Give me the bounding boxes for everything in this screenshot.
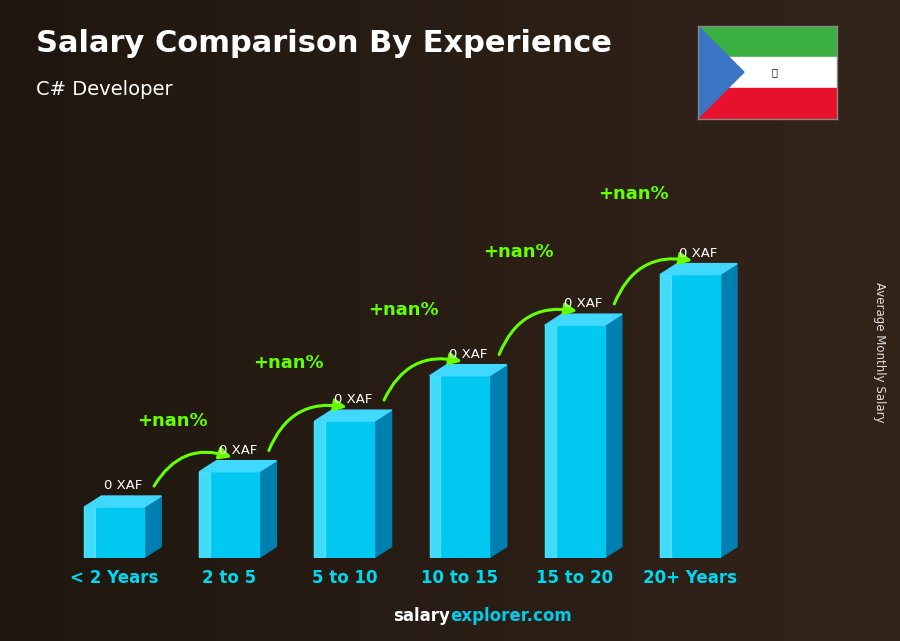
Text: +nan%: +nan% — [598, 185, 669, 203]
Polygon shape — [199, 472, 210, 558]
Polygon shape — [429, 376, 490, 558]
Bar — [698, 26, 837, 56]
Polygon shape — [544, 325, 555, 558]
Polygon shape — [85, 507, 94, 558]
Polygon shape — [660, 275, 720, 558]
Polygon shape — [314, 410, 392, 421]
Polygon shape — [199, 461, 276, 472]
Polygon shape — [259, 461, 276, 558]
Text: 0 XAF: 0 XAF — [449, 347, 488, 361]
Text: +nan%: +nan% — [368, 301, 438, 319]
Bar — [698, 88, 837, 119]
Text: salary: salary — [393, 607, 450, 625]
Polygon shape — [720, 263, 737, 558]
Polygon shape — [490, 365, 507, 558]
Bar — [698, 56, 837, 88]
Text: 0 XAF: 0 XAF — [680, 247, 717, 260]
Polygon shape — [544, 325, 605, 558]
Polygon shape — [85, 496, 161, 507]
Polygon shape — [374, 410, 392, 558]
Text: +nan%: +nan% — [138, 412, 208, 430]
Polygon shape — [144, 496, 161, 558]
Text: C# Developer: C# Developer — [36, 80, 173, 99]
Polygon shape — [605, 314, 622, 558]
Polygon shape — [429, 365, 507, 376]
Polygon shape — [314, 421, 325, 558]
Text: Average Monthly Salary: Average Monthly Salary — [873, 282, 886, 423]
Text: 0 XAF: 0 XAF — [564, 297, 602, 310]
Text: +nan%: +nan% — [253, 354, 323, 372]
Text: +nan%: +nan% — [483, 243, 554, 261]
Text: 0 XAF: 0 XAF — [104, 479, 142, 492]
Text: Salary Comparison By Experience: Salary Comparison By Experience — [36, 29, 612, 58]
Text: 0 XAF: 0 XAF — [334, 393, 373, 406]
Text: 0 XAF: 0 XAF — [219, 444, 257, 456]
Polygon shape — [314, 421, 374, 558]
Polygon shape — [429, 376, 440, 558]
Polygon shape — [85, 507, 144, 558]
Polygon shape — [660, 275, 670, 558]
Text: explorer.com: explorer.com — [450, 607, 572, 625]
Polygon shape — [660, 263, 737, 275]
Polygon shape — [698, 26, 744, 119]
Polygon shape — [544, 314, 622, 325]
Polygon shape — [199, 472, 259, 558]
Text: 🌴: 🌴 — [771, 67, 778, 77]
